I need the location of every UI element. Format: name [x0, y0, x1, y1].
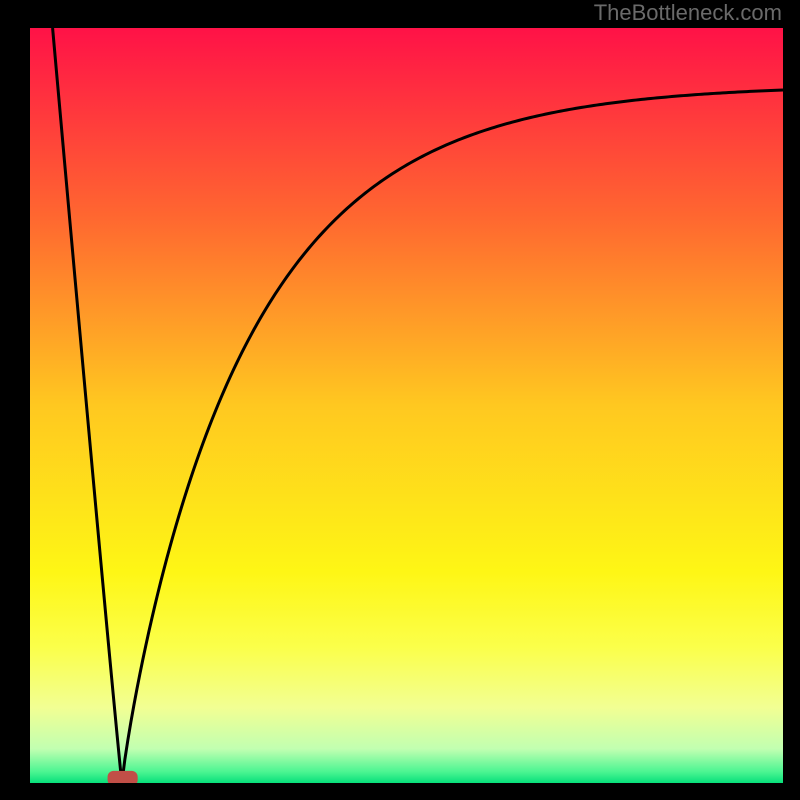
watermark-text: TheBottleneck.com [594, 0, 782, 26]
gradient-background [30, 28, 783, 783]
plot-area [30, 28, 783, 783]
chart-container: TheBottleneck.com [0, 0, 800, 800]
chart-svg [30, 28, 783, 783]
cusp-marker [108, 771, 138, 783]
